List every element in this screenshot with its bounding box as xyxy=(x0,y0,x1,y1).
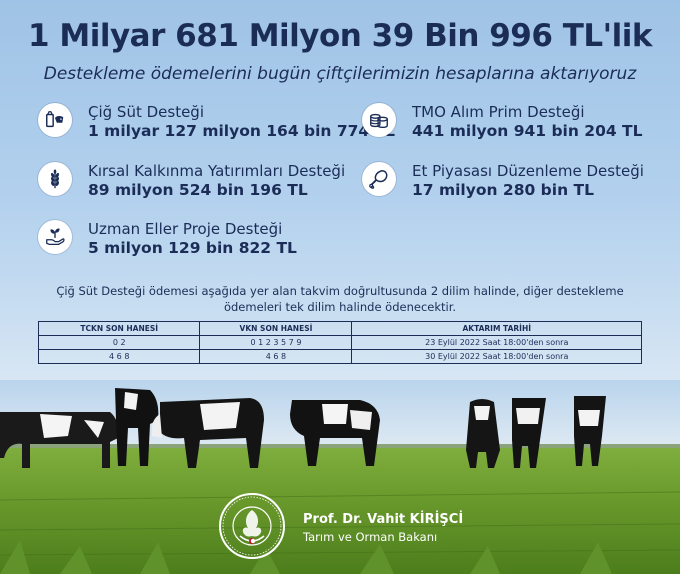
column-header: TCKN SON HANESİ xyxy=(37,321,201,336)
column-header: AKTARIM TARİHİ xyxy=(351,321,642,336)
cow xyxy=(466,399,500,468)
support-item-meat-market: Et Piyasası Düzenleme Desteği 17 milyon … xyxy=(362,162,644,200)
support-label: Çiğ Süt Desteği xyxy=(88,103,205,121)
hand-sprout-icon xyxy=(38,220,72,254)
table-cell: 4 6 8 xyxy=(37,349,201,364)
table-row: 0 2 0 1 2 3 5 7 9 23 Eylül 2022 Saat 18:… xyxy=(37,335,642,350)
pasture-photo xyxy=(0,380,680,574)
support-amount: 441 milyon 941 bin 204 TL xyxy=(412,122,643,140)
table-cell: 0 2 xyxy=(37,335,201,350)
cow xyxy=(0,412,119,468)
support-item-rural-development: Kırsal Kalkınma Yatırımları Desteği 89 m… xyxy=(38,162,345,200)
payment-note: Çiğ Süt Desteği ödemesi aşağıda yer alan… xyxy=(56,284,624,314)
support-label: TMO Alım Prim Desteği xyxy=(412,103,585,121)
meat-leg-icon xyxy=(362,162,396,196)
support-item-tmo: TMO Alım Prim Desteği 441 milyon 941 bin… xyxy=(362,103,643,141)
headline-subtitle: Destekleme ödemelerini bugün çiftçilerim… xyxy=(43,64,637,84)
table-cell: 0 1 2 3 5 7 9 xyxy=(199,335,353,350)
table-header-row: TCKN SON HANESİ VKN SON HANESİ AKTARIM T… xyxy=(37,321,642,336)
headline-title: 1 Milyar 681 Milyon 39 Bin 996 TL'lik xyxy=(28,18,652,54)
support-amount: 17 milyon 280 bin TL xyxy=(412,181,594,199)
table-row: 4 6 8 4 6 8 30 Eylül 2022 Saat 18:00'den… xyxy=(37,349,642,364)
column-header: VKN SON HANESİ xyxy=(199,321,353,336)
minister-title: Tarım ve Orman Bakanı xyxy=(303,530,438,544)
support-amount: 89 milyon 524 bin 196 TL xyxy=(88,181,308,199)
support-label: Kırsal Kalkınma Yatırımları Desteği xyxy=(88,162,346,180)
support-amount: 5 milyon 129 bin 822 TL xyxy=(88,239,297,257)
support-item-raw-milk: Çiğ Süt Desteği 1 milyar 127 milyon 164 … xyxy=(38,103,395,141)
coin-stack-icon xyxy=(362,103,396,137)
payment-schedule-table: TCKN SON HANESİ VKN SON HANESİ AKTARIM T… xyxy=(37,321,642,364)
cow xyxy=(290,400,380,466)
ministry-seal-logo xyxy=(219,493,285,559)
cow xyxy=(512,398,546,468)
support-label: Uzman Eller Proje Desteği xyxy=(88,220,283,238)
milk-cow-icon xyxy=(38,103,72,137)
support-label: Et Piyasası Düzenleme Desteği xyxy=(412,162,644,180)
minister-name: Prof. Dr. Vahit KİRİŞCİ xyxy=(303,512,464,527)
cow xyxy=(151,398,264,468)
table-cell: 23 Eylül 2022 Saat 18:00'den sonra xyxy=(351,335,642,350)
support-item-expert-hands: Uzman Eller Proje Desteği 5 milyon 129 b… xyxy=(38,220,297,258)
table-cell: 30 Eylül 2022 Saat 18:00'den sonra xyxy=(351,349,642,364)
support-amount: 1 milyar 127 milyon 164 bin 774 TL xyxy=(88,122,396,140)
wheat-icon xyxy=(38,162,72,196)
cow xyxy=(574,396,606,466)
cow xyxy=(115,388,159,466)
table-cell: 4 6 8 xyxy=(199,349,353,364)
